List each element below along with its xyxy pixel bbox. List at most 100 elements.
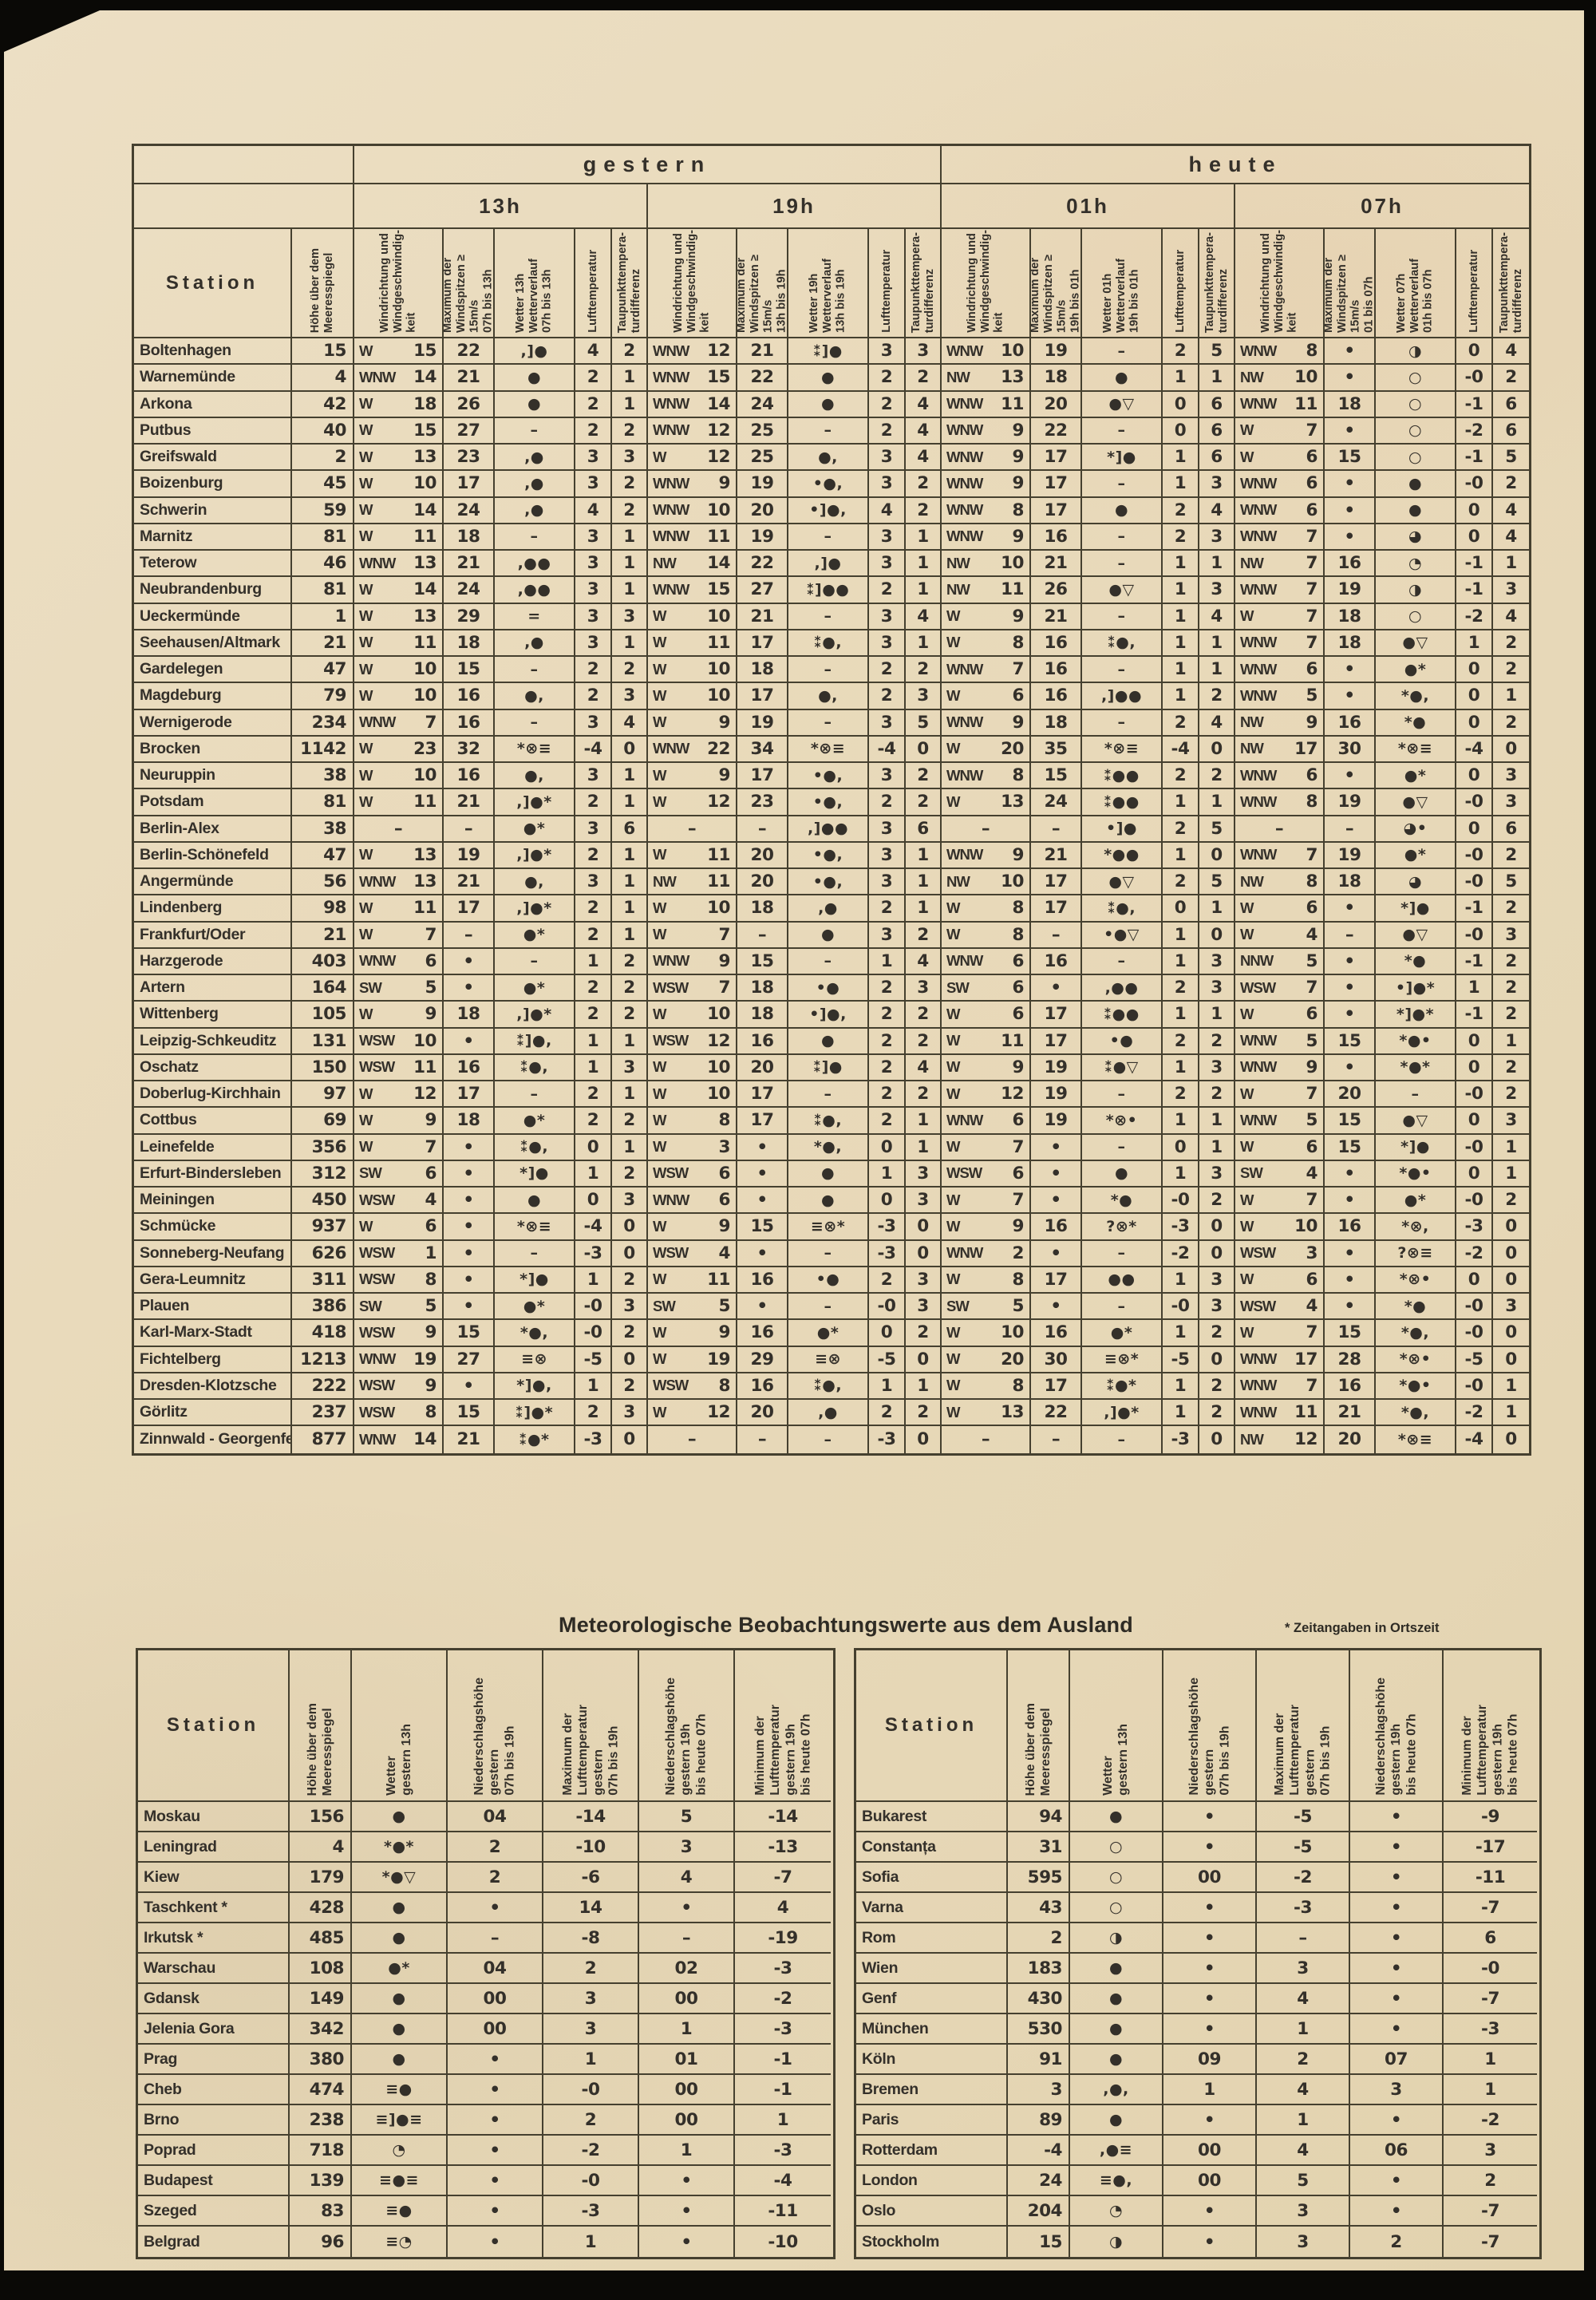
station-elevation: 98 xyxy=(292,895,354,923)
weather-symbol: – xyxy=(1117,1138,1126,1156)
wind-speed: – xyxy=(1274,818,1284,839)
precip-day-cell: 1 xyxy=(1163,2075,1257,2105)
weather-cell: – xyxy=(495,417,575,445)
weather-cell: ●* xyxy=(1082,1320,1163,1347)
temp-min-cell: -7 xyxy=(1444,1893,1537,1923)
gust-max-cell: 20 xyxy=(737,1400,788,1427)
wind-speed: 10 xyxy=(707,686,730,706)
weather-cell: ●* xyxy=(1376,1188,1456,1215)
wind-cell: WNW 8 xyxy=(942,763,1031,790)
weather-cell: – xyxy=(1082,948,1163,975)
temperature-cell: -1 xyxy=(1456,577,1493,604)
temperature-cell: -4 xyxy=(1456,1426,1493,1453)
rotated-column-header: Wetter 13h Wetterverlauf 07h bis 13h xyxy=(514,259,554,333)
precip-night-cell: • xyxy=(1350,2166,1444,2196)
gust-max-cell: • xyxy=(737,1240,788,1267)
temperature-cell: 1 xyxy=(1163,365,1199,392)
gust-max-column-header: Maximum der Windspitzen ≥ 15m/s 19h bis … xyxy=(1031,229,1082,338)
precip-day-cell: • xyxy=(1163,2014,1257,2045)
wind-direction: W xyxy=(653,899,666,916)
temperature-cell: 0 xyxy=(1163,391,1199,418)
dewpoint-diff-cell: 3 xyxy=(906,1160,942,1188)
weather-symbol: *⊗≡ xyxy=(1104,740,1140,758)
wind-direction: W xyxy=(653,926,666,943)
wind-direction: WSW xyxy=(359,1377,395,1394)
rotated-column-header: Wetter gestern 13h xyxy=(1101,1724,1131,1796)
wind-cell: SW 5 xyxy=(648,1294,737,1321)
dewpoint-diff-cell: 5 xyxy=(1493,869,1529,896)
wind-direction: W xyxy=(1240,421,1254,439)
dewpoint-diff-cell: 2 xyxy=(612,1108,648,1135)
wind-speed: 15 xyxy=(707,579,730,600)
station-elevation: 47 xyxy=(292,657,354,684)
gust-max-cell: 17 xyxy=(1031,445,1082,472)
station-name: Oslo xyxy=(856,2196,1008,2227)
wind-cell: WNW 7 xyxy=(942,657,1031,684)
temperature-cell: -0 xyxy=(575,1320,612,1347)
dewpoint-diff-column-header: Taupunkttempera- turdifferenz xyxy=(906,229,942,338)
rotated-column-header: Taupunkttempera- turdifferenz xyxy=(1203,231,1230,333)
wind-speed: 12 xyxy=(707,1030,730,1051)
precip-night-cell: 5 xyxy=(639,1802,735,1832)
temperature-cell: -3 xyxy=(1163,1426,1199,1453)
wind-direction: W xyxy=(653,1350,666,1368)
precip-night-cell: • xyxy=(1350,1863,1444,1893)
wind-cell: W 10 xyxy=(354,683,444,710)
gust-max-column-header: Maximum der Windspitzen ≥ 15m/s 13h bis … xyxy=(737,229,788,338)
foreign-station-row: Poprad 718 ◔ • -2 1 -3 xyxy=(138,2136,833,2166)
weather-cell: ● xyxy=(1376,497,1456,524)
gust-max-cell: 24 xyxy=(444,577,495,604)
weather-cell: ●● xyxy=(1082,1267,1163,1294)
foreign-station-row: Warschau 108 ●* 04 2 02 -3 xyxy=(138,1954,833,1984)
weather-symbol: *⊗• xyxy=(1105,1111,1138,1129)
temperature-cell: -4 xyxy=(869,736,906,763)
station-name: Cottbus xyxy=(134,1108,292,1135)
weather-cell: = xyxy=(495,603,575,630)
gust-max-cell: – xyxy=(1031,922,1082,949)
weather-symbol: *⊗≡ xyxy=(516,740,552,758)
weather-cell: *●• xyxy=(1376,1160,1456,1188)
gust-max-cell: • xyxy=(444,1373,495,1400)
wind-cell: W 13 xyxy=(942,789,1031,816)
dewpoint-diff-cell: 0 xyxy=(1199,922,1235,949)
dewpoint-diff-cell: 3 xyxy=(612,1054,648,1081)
gust-max-cell: 17 xyxy=(737,683,788,710)
rotated-column-header: Taupunkttempera- turdifferenz xyxy=(1497,231,1524,333)
wind-speed: 7 xyxy=(1306,632,1318,653)
dewpoint-diff-cell: 2 xyxy=(906,471,942,498)
gust-max-cell: • xyxy=(1325,1240,1376,1267)
weather-symbol: ⁑●● xyxy=(1104,792,1140,811)
gust-max-cell: 19 xyxy=(1325,789,1376,816)
weather-symbol: ●▽ xyxy=(1108,872,1135,891)
wind-speed: 6 xyxy=(1306,1004,1318,1025)
weather-cell: – xyxy=(788,1426,869,1453)
temp-min-cell: 4 xyxy=(735,1893,831,1923)
weather-cell: ◔ xyxy=(352,2136,448,2166)
wind-direction: WNW xyxy=(1240,792,1277,810)
temperature-cell: 2 xyxy=(575,1400,612,1427)
weather-symbol: •●, xyxy=(812,792,843,811)
precip-night-cell: 3 xyxy=(1350,2075,1444,2105)
wind-speed: 6 xyxy=(1306,898,1318,919)
station-elevation: 474 xyxy=(290,2075,352,2105)
temp-max-cell: 3 xyxy=(1257,2227,1350,2257)
weather-symbol: ,]● xyxy=(814,554,842,572)
wind-direction: W xyxy=(359,448,373,465)
precip-night-cell: 01 xyxy=(639,2045,735,2075)
station-elevation: 179 xyxy=(290,1863,352,1893)
gust-max-cell: • xyxy=(1325,1002,1376,1029)
gust-max-cell: 20 xyxy=(1031,391,1082,418)
station-elevation: 150 xyxy=(292,1054,354,1081)
gust-max-cell: 29 xyxy=(737,1346,788,1373)
foreign-station-row: Oslo 204 ◔ • 3 • -7 xyxy=(856,2196,1539,2227)
gust-max-cell: • xyxy=(1325,471,1376,498)
station-elevation: 139 xyxy=(290,2166,352,2196)
wind-speed: 9 xyxy=(1306,712,1318,733)
temperature-cell: 1 xyxy=(1163,683,1199,710)
weather-symbol: ,]●* xyxy=(516,792,552,811)
temperature-cell: 1 xyxy=(1163,1160,1199,1188)
gust-max-cell: 15 xyxy=(1325,445,1376,472)
gust-max-cell: 17 xyxy=(1031,1373,1082,1400)
